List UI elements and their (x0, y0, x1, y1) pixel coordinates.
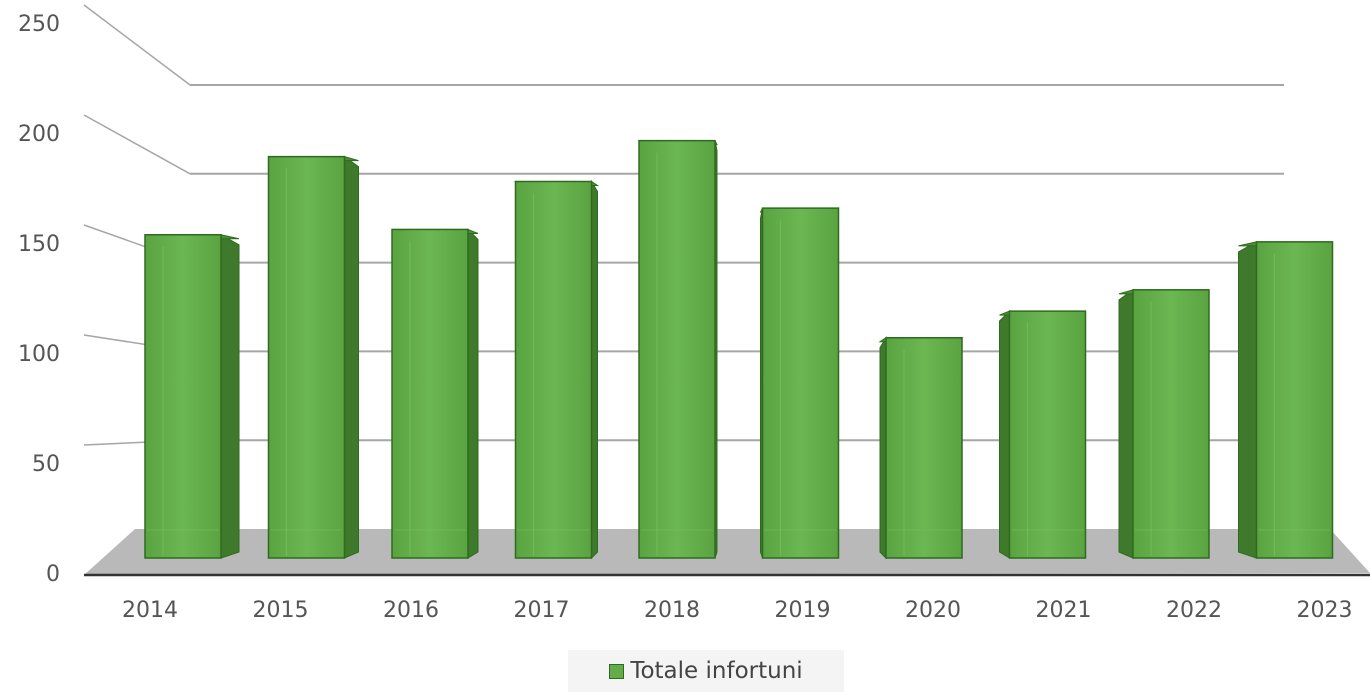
legend: Totale infortuni (568, 650, 844, 692)
bar-side (344, 155, 359, 559)
legend-label: Totale infortuni (630, 658, 803, 684)
bar-front (885, 337, 963, 559)
y-tick-label: 0 (46, 562, 60, 587)
bar (513, 179, 600, 560)
bar-front (144, 234, 222, 559)
x-tick-label: 2018 (644, 598, 700, 623)
bar (391, 228, 479, 559)
y-tick-label: 50 (32, 452, 60, 477)
x-tick-label: 2022 (1166, 598, 1222, 623)
bar (1118, 288, 1210, 559)
bar-front (1255, 241, 1334, 559)
bar-side (1238, 241, 1257, 559)
x-tick-label: 2017 (514, 598, 570, 623)
legend-swatch (609, 663, 625, 679)
bar-front (1132, 289, 1210, 559)
bar-side (467, 228, 479, 559)
bar-side (879, 335, 887, 560)
x-tick-label: 2014 (122, 598, 178, 623)
x-tick-label: 2019 (775, 598, 831, 623)
y-tick-label: 200 (18, 122, 60, 147)
x-tick-label: 2023 (1297, 598, 1353, 623)
bar-side (999, 309, 1010, 559)
bar-front (267, 155, 346, 559)
bar (1238, 241, 1334, 559)
bar (999, 309, 1087, 559)
x-tick-label: 2016 (383, 598, 439, 623)
bar (878, 335, 964, 560)
gridline-side (83, 114, 191, 175)
y-tick-label: 150 (18, 232, 60, 257)
x-tick-label: 2015 (253, 598, 309, 623)
x-tick-label: 2020 (905, 598, 961, 623)
x-tick-label: 2021 (1036, 598, 1092, 623)
bar-front (638, 139, 716, 559)
bar-front (391, 228, 469, 559)
bar (144, 233, 240, 559)
gridline-side (83, 4, 191, 86)
bar (759, 207, 840, 559)
bar (638, 139, 718, 559)
y-tick-label: 100 (18, 342, 60, 367)
bar-side (591, 179, 598, 560)
bar-front (514, 180, 593, 559)
bar-front (1008, 310, 1087, 559)
bar (267, 155, 359, 559)
bar-side (220, 233, 240, 559)
bar-side (1118, 288, 1134, 559)
y-tick-label: 250 (18, 12, 60, 37)
bar-front (761, 207, 840, 559)
